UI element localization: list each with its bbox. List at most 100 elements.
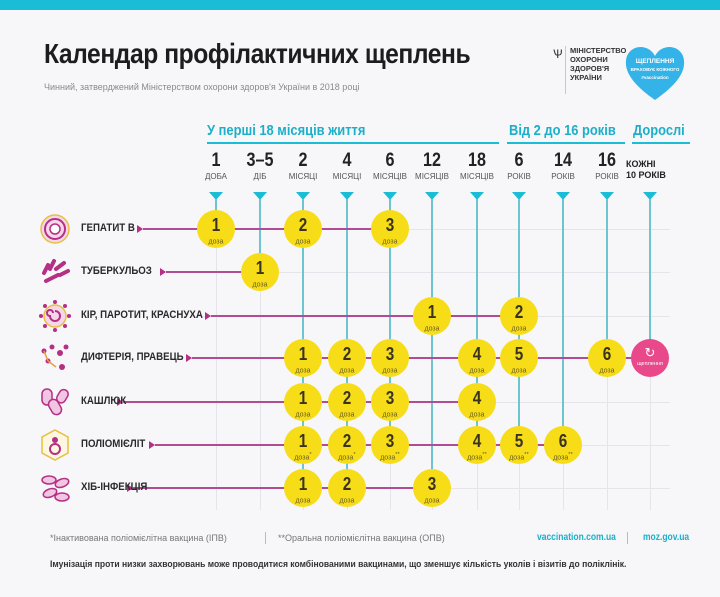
link-moz[interactable]: moz.gov.ua xyxy=(643,532,690,543)
dose-text: доза xyxy=(469,411,485,419)
column-marker-icon xyxy=(512,192,526,200)
dose-number: 1 xyxy=(298,388,308,408)
dose-number: 3 xyxy=(385,431,395,451)
column-header: 16 РОКІВ xyxy=(577,150,637,182)
dose-number: 1 xyxy=(255,258,265,278)
dose-number: 2 xyxy=(342,431,352,451)
dose-marker: 3 доза** xyxy=(371,426,409,464)
revaccination-label: щеплення xyxy=(637,361,663,367)
disease-name: ГЕПАТИТ В xyxy=(81,222,135,234)
disease-timeline-line xyxy=(211,315,519,317)
dose-text: доза xyxy=(511,367,527,375)
tuberculosis-icon xyxy=(42,259,70,283)
dose-footnote-mark: ** xyxy=(482,452,487,458)
column-unit: ДІБ xyxy=(253,172,267,181)
column-marker-icon xyxy=(209,192,223,200)
dose-number: 5 xyxy=(514,431,524,451)
dose-label: доза xyxy=(458,364,496,375)
dose-marker: 3 доза xyxy=(371,383,409,421)
dose-text: доза xyxy=(380,454,396,462)
dose-number: 4 xyxy=(472,388,482,408)
column-unit: МІСЯЦІВ xyxy=(460,172,494,181)
column-number: 14 xyxy=(554,150,572,171)
column-unit: ДОБА xyxy=(204,172,228,181)
dose-number: 6 xyxy=(558,431,568,451)
section-underline xyxy=(207,142,499,144)
dose-marker: 1 доза xyxy=(197,210,235,248)
column-header: 1 ДОБА xyxy=(186,150,246,182)
link-vaccination[interactable]: vaccination.com.ua xyxy=(537,532,616,543)
column-marker-icon xyxy=(425,192,439,200)
column-number: 18 xyxy=(468,150,486,171)
dose-number: 4 xyxy=(472,431,482,451)
column-header: 3–5 ДІБ xyxy=(230,150,290,182)
dose-marker: 1 доза xyxy=(284,383,322,421)
dose-footnote-mark: ** xyxy=(524,452,529,458)
divider xyxy=(627,532,628,544)
column-header: КОЖНІ 10 РОКІВ xyxy=(620,150,680,181)
ministry-line: УКРАЇНИ xyxy=(570,73,602,82)
top-accent-bar xyxy=(0,0,720,10)
column-header: 6 РОКІВ xyxy=(489,150,549,182)
column-unit: РОКІВ xyxy=(595,172,619,181)
dose-footnote-mark: ** xyxy=(568,452,573,458)
dose-label: доза xyxy=(197,235,235,246)
footnote-ipv: *Інактивована поліомієлітна вакцина (ІПВ… xyxy=(50,533,227,543)
dose-marker: 4 доза xyxy=(458,383,496,421)
dose-marker: 3 доза xyxy=(371,339,409,377)
campaign-logo-text: ЩЕПЛЕННЯ ВРАХОВУЄ КОЖНОГО #vaccination xyxy=(623,58,687,82)
column-unit: РОКІВ xyxy=(507,172,531,181)
column-unit: МІСЯЦІВ xyxy=(415,172,449,181)
dose-number: 1 xyxy=(211,215,221,235)
column-marker-icon xyxy=(383,192,397,200)
ministry-logo: Ѱ МІНІСТЕРСТВО ОХОРОНИ ЗДОРОВ'Я УКРАЇНИ xyxy=(553,46,626,94)
dose-label: доза xyxy=(284,364,322,375)
dose-label: доза xyxy=(328,494,366,505)
dose-marker: 1 доза xyxy=(413,297,451,335)
grid-line xyxy=(190,272,670,273)
column-header: 4 МІСЯЦІ xyxy=(317,150,377,182)
dose-text: доза xyxy=(467,454,483,462)
dose-text: доза xyxy=(509,454,525,462)
dose-number: 1 xyxy=(298,474,308,494)
column-number: 4 xyxy=(342,150,352,171)
age-column-line xyxy=(562,199,564,445)
dose-label: доза xyxy=(284,494,322,505)
dose-number: 3 xyxy=(385,215,395,235)
column-unit: 10 РОКІВ xyxy=(626,170,666,180)
dose-marker: 1 доза xyxy=(284,339,322,377)
dose-label: доза xyxy=(500,364,538,375)
dose-number: 5 xyxy=(514,344,524,364)
grid-line xyxy=(190,229,670,230)
column-header: 6 МІСЯЦІВ xyxy=(360,150,420,182)
dose-marker: 3 доза xyxy=(371,210,409,248)
column-unit: РОКІВ xyxy=(551,172,575,181)
disease-name: ХІБ-ІНФЕКЦІЯ xyxy=(81,481,148,493)
dose-label: доза** xyxy=(371,451,409,462)
disease-name: ТУБЕРКУЛЬОЗ xyxy=(81,265,152,277)
dose-marker: 6 доза** xyxy=(544,426,582,464)
dose-label: доза xyxy=(458,408,496,419)
dose-number: 2 xyxy=(342,388,352,408)
column-marker-icon xyxy=(253,192,267,200)
dose-marker: 2 доза xyxy=(284,210,322,248)
heart-logo-icon xyxy=(625,47,685,100)
dose-footnote-mark: ** xyxy=(395,452,400,458)
page-title: Календар профілактичних щеплень xyxy=(44,38,471,69)
dose-label: доза xyxy=(413,322,451,333)
column-number: 16 xyxy=(598,150,616,171)
ministry-line: МІНІСТЕРСТВО xyxy=(570,46,627,55)
disease-name: КАШЛЮК xyxy=(81,395,127,407)
dose-text: доза xyxy=(295,367,311,375)
dose-text: доза xyxy=(339,367,355,375)
section-2-to-16-years: Від 2 до 16 років xyxy=(509,122,616,139)
dose-label: доза xyxy=(588,364,626,375)
arrow-right-icon xyxy=(149,441,155,449)
column-marker-icon xyxy=(643,192,657,200)
dose-marker: 4 доза** xyxy=(458,426,496,464)
dose-label: доза xyxy=(371,408,409,419)
column-marker-icon xyxy=(296,192,310,200)
dose-text: доза xyxy=(295,411,311,419)
section-first-18-months: У перші 18 місяців життя xyxy=(207,122,366,139)
dose-text: доза xyxy=(339,411,355,419)
